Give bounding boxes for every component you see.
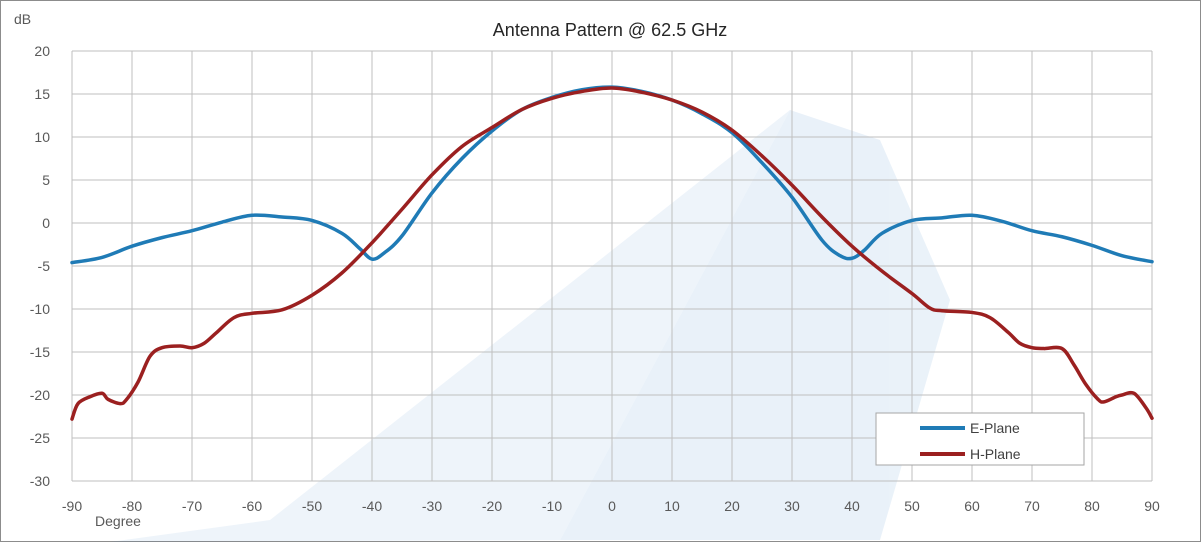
x-tick-label: 10	[664, 498, 680, 514]
x-tick-label: -40	[362, 498, 382, 514]
x-axis-label: Degree	[95, 513, 141, 529]
y-tick-label: -5	[38, 258, 51, 274]
y-tick-label: 5	[42, 172, 50, 188]
y-tick-label: -10	[30, 301, 50, 317]
legend: E-Plane H-Plane	[875, 412, 1085, 466]
legend-label-e-plane: E-Plane	[970, 420, 1020, 436]
series-layer	[70, 85, 1154, 421]
x-tick-label: 60	[964, 498, 980, 514]
x-tick-label: 50	[904, 498, 920, 514]
x-tick-label: 70	[1024, 498, 1040, 514]
series-line-h-plane	[70, 86, 1154, 421]
x-tick-label: 80	[1084, 498, 1100, 514]
y-tick-label: -15	[30, 344, 50, 360]
x-tick-label: -70	[182, 498, 202, 514]
y-axis-label: dB	[14, 11, 31, 27]
y-tick-label: -30	[30, 473, 50, 489]
plot-grid	[71, 50, 1153, 482]
y-tick-label: 0	[42, 215, 50, 231]
x-tick-label: -60	[242, 498, 262, 514]
chart-title: Antenna Pattern @ 62.5 GHz	[493, 20, 727, 40]
legend-box	[875, 412, 1085, 466]
y-tick-label: 10	[34, 129, 50, 145]
x-tick-label: 20	[724, 498, 740, 514]
x-tick-label: 90	[1144, 498, 1160, 514]
x-tick-label: -30	[422, 498, 442, 514]
x-tick-label: -90	[62, 498, 82, 514]
legend-label-h-plane: H-Plane	[970, 446, 1021, 462]
x-tick-label: 0	[608, 498, 616, 514]
x-tick-label: -50	[302, 498, 322, 514]
y-tick-label: -20	[30, 387, 50, 403]
x-tick-label: -20	[482, 498, 502, 514]
x-tick-label: -10	[542, 498, 562, 514]
x-tick-label: -80	[122, 498, 142, 514]
y-tick-label: 15	[34, 86, 50, 102]
y-axis-ticks: -30 -25 -20 -15 -10 -5 0 5 10 15 20	[30, 43, 50, 489]
x-axis-ticks: -90 -80 -70 -60 -50 -40 -30 -20 -10 0 10 20 30 40 50 60…	[62, 498, 1160, 514]
y-tick-label: 20	[34, 43, 50, 59]
x-tick-label: 30	[784, 498, 800, 514]
y-tick-label: -25	[30, 430, 50, 446]
watermark-logo	[110, 110, 950, 542]
x-tick-label: 40	[844, 498, 860, 514]
